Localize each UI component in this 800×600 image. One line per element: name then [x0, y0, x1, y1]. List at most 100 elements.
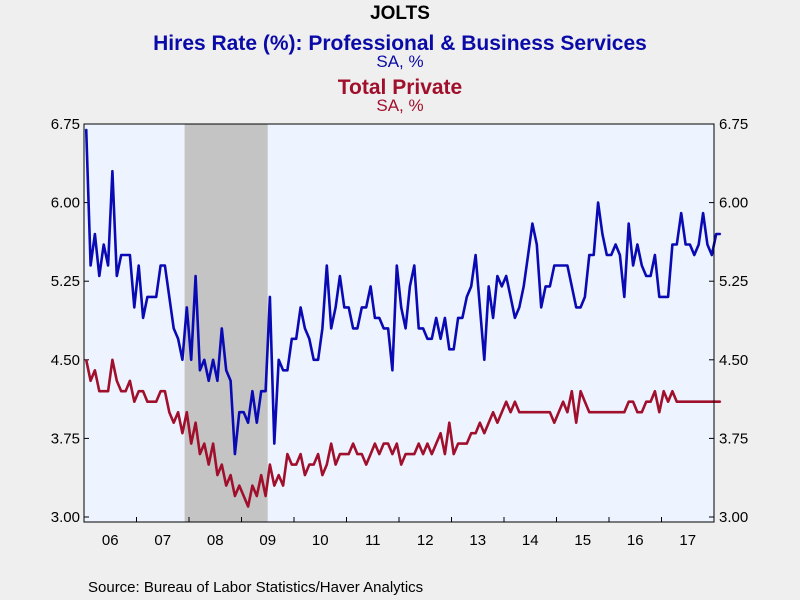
data-point-s1: [173, 327, 175, 329]
data-point-s1: [168, 296, 170, 298]
data-point-s2: [243, 495, 245, 497]
data-point-s2: [85, 359, 87, 361]
data-point-s2: [562, 401, 564, 403]
data-point-s1: [125, 254, 127, 256]
data-point-s1: [601, 233, 604, 235]
data-point-s1: [190, 359, 192, 361]
data-point-s2: [251, 485, 253, 487]
y-tick-label-left: 5.25: [51, 273, 80, 290]
data-point-s2: [343, 453, 345, 455]
series-line-2: [84, 358, 721, 508]
data-point-s1: [142, 317, 144, 319]
data-point-s2: [496, 422, 498, 424]
data-point-s1: [628, 223, 630, 225]
data-point-s2: [641, 411, 643, 413]
data-point-s1: [440, 338, 442, 340]
data-point-s2: [636, 411, 639, 413]
data-point-s2: [400, 464, 402, 466]
data-point-s2: [680, 401, 682, 403]
data-point-s1: [540, 306, 542, 308]
data-point-s2: [531, 411, 534, 413]
data-point-s2: [514, 401, 516, 403]
y-tick-label-right: 3.75: [719, 430, 748, 447]
data-point-s2: [409, 453, 411, 455]
data-point-s2: [339, 453, 341, 455]
data-point-s2: [260, 474, 262, 476]
data-point-s1: [177, 338, 179, 340]
data-point-s2: [216, 474, 218, 476]
data-point-s1: [317, 359, 319, 361]
data-point-s1: [413, 264, 415, 267]
y-tick-label-left: 3.00: [51, 509, 80, 526]
x-tick-label: 16: [627, 532, 644, 549]
data-point-s1: [562, 264, 564, 267]
data-point-s1: [650, 275, 652, 277]
data-point-s1: [711, 254, 713, 256]
data-point-s2: [475, 432, 477, 434]
data-point-s1: [365, 306, 367, 308]
data-point-s1: [374, 317, 376, 319]
data-point-s2: [146, 401, 148, 403]
data-point-s1: [370, 285, 372, 287]
data-point-s1: [496, 275, 498, 277]
series-line-1: [84, 129, 721, 456]
data-point-s2: [540, 411, 542, 413]
data-point-s1: [243, 411, 245, 413]
data-point-s1: [619, 254, 621, 256]
data-point-s2: [256, 495, 258, 497]
y-tick-label-left: 3.75: [51, 430, 80, 447]
data-point-s2: [606, 411, 608, 413]
data-point-s1: [186, 306, 188, 308]
data-point-s2: [693, 401, 695, 403]
data-point-s1: [488, 285, 490, 287]
data-point-s2: [190, 443, 192, 445]
y-tick-label-right: 6.75: [719, 116, 748, 133]
data-point-s1: [221, 327, 223, 329]
data-point-s1: [409, 285, 411, 287]
data-point-s2: [461, 443, 463, 445]
x-tick-label: 09: [259, 532, 276, 549]
data-point-s2: [510, 411, 512, 413]
x-tick-label: 08: [207, 532, 224, 549]
data-point-s1: [636, 243, 639, 246]
data-point-s2: [518, 411, 520, 413]
data-point-s1: [510, 296, 512, 298]
data-point-s2: [330, 443, 332, 445]
data-point-s1: [129, 254, 131, 256]
plot-area: [84, 124, 714, 522]
data-point-s2: [181, 432, 183, 434]
data-point-s1: [641, 264, 643, 267]
x-tick-label: 13: [469, 532, 486, 549]
data-point-s2: [488, 422, 490, 424]
data-point-s1: [676, 243, 678, 246]
data-point-s2: [304, 474, 306, 476]
data-point-s1: [343, 306, 345, 308]
data-point-s1: [693, 254, 695, 256]
x-tick-label: 15: [574, 532, 591, 549]
data-point-s2: [326, 464, 328, 466]
data-point-s2: [164, 390, 166, 392]
data-point-s2: [711, 401, 713, 403]
data-point-s2: [129, 380, 131, 382]
data-point-s1: [698, 243, 700, 246]
data-point-s1: [295, 338, 297, 340]
data-point-s1: [571, 285, 573, 287]
data-point-s1: [623, 296, 625, 298]
data-point-s1: [383, 327, 385, 329]
data-point-s1: [265, 390, 267, 392]
data-point-s2: [584, 401, 586, 403]
data-point-s1: [702, 212, 704, 214]
data-point-s2: [685, 401, 687, 403]
data-point-s1: [321, 327, 323, 329]
data-point-s2: [160, 390, 162, 392]
data-point-s1: [453, 348, 455, 350]
data-point-s2: [348, 453, 350, 455]
data-point-s2: [597, 411, 599, 413]
data-point-s2: [431, 453, 433, 455]
data-point-s2: [702, 401, 704, 403]
data-point-s2: [300, 453, 302, 455]
data-point-s1: [545, 285, 547, 287]
data-point-s2: [566, 411, 569, 413]
data-point-s2: [523, 411, 525, 413]
x-tick-label: 07: [154, 532, 171, 549]
